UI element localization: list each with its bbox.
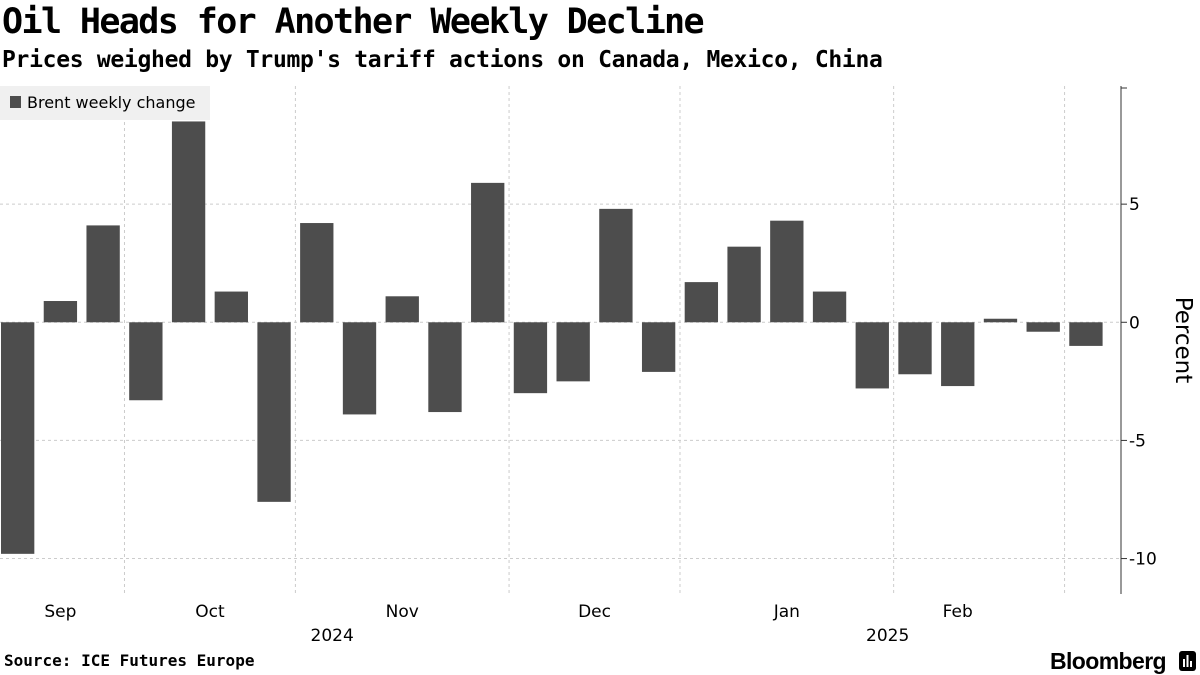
y-axis-title: Percent <box>1170 297 1196 384</box>
bar-week-2 <box>43 301 78 323</box>
bars <box>1 121 1103 554</box>
bar-week-23 <box>941 322 975 387</box>
bar-week-25 <box>1026 322 1060 332</box>
bar-week-13 <box>513 322 548 394</box>
x-month-label: Jan <box>773 602 800 622</box>
bar-week-21 <box>855 322 889 389</box>
bar-week-26 <box>1069 322 1103 346</box>
chart-subtitle: Prices weighed by Trump's tariff actions… <box>2 47 883 73</box>
axes: -10 -5 0 5 Percent Sep Oct Nov Dec Jan Feb 2024 2025 <box>44 86 1196 646</box>
bar-week-17 <box>684 282 719 323</box>
bar-week-10 <box>385 296 419 323</box>
legend: Brent weekly change <box>0 86 210 120</box>
bar-week-12 <box>471 182 505 323</box>
bar-week-20 <box>812 291 847 323</box>
source-note: Source: ICE Futures Europe <box>4 651 255 670</box>
chart-title: Oil Heads for Another Weekly Decline <box>2 2 705 42</box>
x-month-label: Oct <box>195 602 225 622</box>
brand-wordmark: Bloomberg <box>1050 648 1167 674</box>
x-month-label: Nov <box>386 602 419 622</box>
x-month-label: Feb <box>943 602 973 622</box>
bar-week-8 <box>300 223 334 323</box>
bar-week-3 <box>86 225 120 323</box>
legend-swatch <box>10 96 21 108</box>
y-tick-label: 5 <box>1129 195 1140 215</box>
bar-week-4 <box>129 322 163 401</box>
bar-week-5 <box>171 121 206 323</box>
x-month-label: Sep <box>44 602 76 622</box>
bar-week-11 <box>428 322 462 413</box>
y-tick-label: -5 <box>1129 431 1146 451</box>
bar-week-1 <box>1 322 35 554</box>
y-tick-label: 0 <box>1129 313 1140 333</box>
bar-week-6 <box>214 291 248 323</box>
bar-week-19 <box>770 220 804 323</box>
x-month-label: Dec <box>578 602 611 622</box>
bar-week-7 <box>257 322 291 502</box>
bloomberg-bar-chart-icon <box>1179 651 1196 671</box>
bar-week-14 <box>556 322 590 382</box>
bar-week-16 <box>641 322 676 372</box>
x-year-label: 2024 <box>311 626 354 646</box>
y-tick-label: -10 <box>1129 550 1157 570</box>
bar-week-18 <box>727 246 761 323</box>
bar-week-9 <box>342 322 377 415</box>
bar-week-24 <box>983 318 1018 323</box>
legend-background <box>0 86 210 120</box>
bar-week-22 <box>898 322 932 375</box>
bar-week-15 <box>599 208 633 323</box>
legend-entry-label: Brent weekly change <box>27 93 195 112</box>
x-year-label: 2025 <box>866 626 909 646</box>
